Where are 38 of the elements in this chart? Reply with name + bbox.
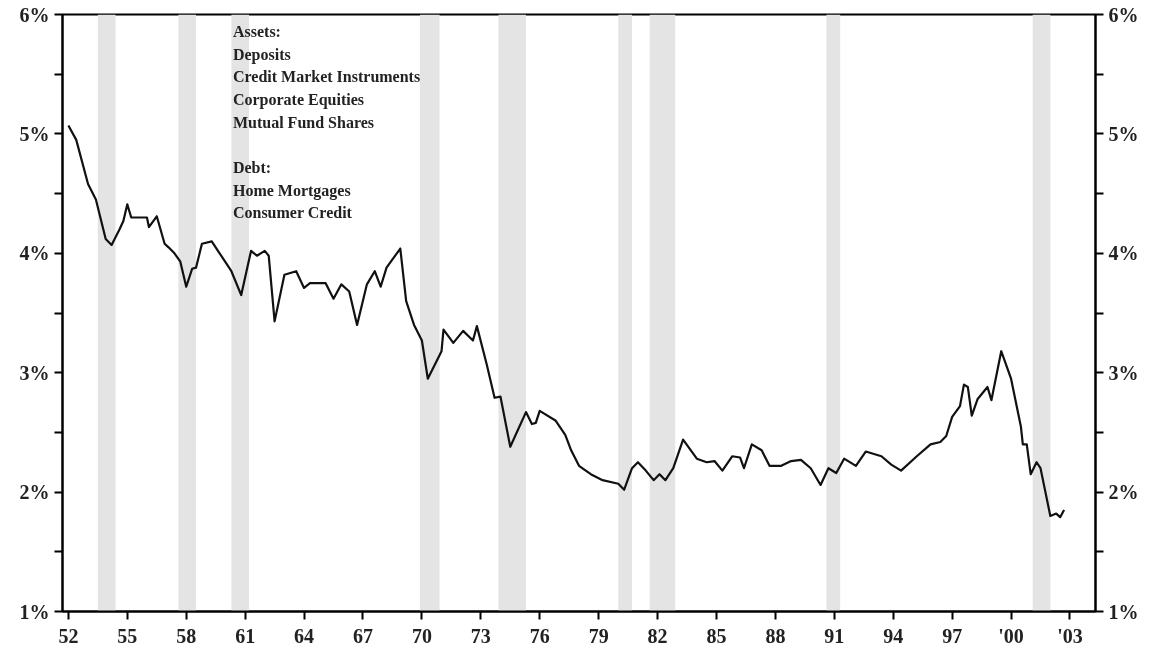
x-tick-label: 61 (235, 624, 256, 647)
x-tick-label: 91 (824, 624, 845, 647)
x-tick-label: 82 (647, 624, 668, 647)
x-tick-label: 88 (765, 624, 786, 647)
y2-tick-label: 1% (1108, 600, 1139, 623)
annotation: Assets: (232, 22, 281, 40)
x-tick-label: 52 (58, 624, 79, 647)
annotation: Consumer Credit (232, 204, 353, 222)
y2-tick-label: 6% (1108, 3, 1139, 26)
annotation: Debt: (232, 158, 272, 176)
x-tick-label: 55 (117, 624, 138, 647)
x-tick-label: 85 (706, 624, 727, 647)
annotation: Mutual Fund Shares (232, 113, 375, 131)
y-tick-label: 3% (19, 361, 50, 384)
x-tick-label: 79 (588, 624, 609, 647)
x-tick-label: 76 (529, 624, 550, 647)
y-tick-label: 1% (19, 600, 50, 623)
y2-tick-label: 3% (1108, 361, 1139, 384)
y-tick-label: 5% (19, 122, 50, 145)
annotation: Home Mortgages (232, 181, 351, 200)
y2-tick-label: 4% (1108, 242, 1139, 265)
annotation: Corporate Equities (232, 90, 365, 109)
y-tick-label: 6% (19, 3, 50, 26)
x-tick-label: '03 (1057, 624, 1083, 647)
y-tick-label: 2% (19, 481, 50, 504)
x-tick-label: 67 (352, 624, 373, 647)
annotation: Deposits (232, 45, 291, 64)
x-tick-label: 70 (411, 624, 432, 647)
x-tick-label: 73 (470, 624, 491, 647)
x-tick-label: 94 (883, 624, 904, 647)
y2-tick-label: 2% (1108, 481, 1139, 504)
y2-tick-label: 5% (1108, 122, 1139, 145)
x-tick-label: 97 (942, 624, 963, 647)
x-tick-label: '00 (998, 624, 1024, 647)
x-tick-label: 58 (176, 624, 197, 647)
y-tick-label: 4% (19, 242, 50, 265)
annotation: Credit Market Instruments (232, 68, 421, 86)
x-tick-label: 64 (294, 624, 315, 647)
